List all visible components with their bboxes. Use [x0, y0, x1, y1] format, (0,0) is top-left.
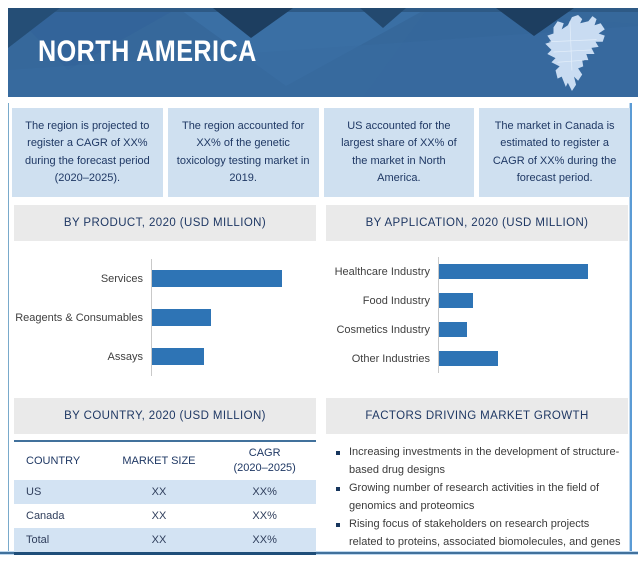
frame-right-border — [629, 103, 632, 553]
chart-label: Services — [100, 272, 143, 285]
page-title: NORTH AMERICA — [38, 35, 257, 68]
chart-row-healthcare: Healthcare Industry — [326, 257, 628, 286]
bullet-square-icon — [336, 487, 340, 492]
product-bar-chart: Services Reagents & Consumables Assays — [14, 259, 316, 376]
table-row-total: Total XX XX% — [14, 528, 316, 552]
chart-plot — [151, 337, 316, 376]
chart-plot — [438, 286, 628, 315]
cell-country: US — [26, 486, 42, 498]
highlight-cards-row: The region is projected to register a CA… — [12, 108, 630, 197]
cell-market-size: XX — [151, 510, 167, 522]
panel-by-application: BY APPLICATION, 2020 (USD MILLION) Healt… — [326, 205, 628, 373]
panel-header-by-application: BY APPLICATION, 2020 (USD MILLION) — [326, 205, 628, 241]
chart-plot — [438, 344, 628, 373]
cell-country: Canada — [26, 510, 65, 522]
chart-plot — [151, 259, 316, 298]
highlight-card-canada-cagr: The market in Canada is estimated to reg… — [479, 108, 630, 197]
panel-by-country: BY COUNTRY, 2020 (USD MILLION) COUNTRY M… — [14, 398, 316, 555]
north-america-map-icon — [545, 15, 605, 91]
bar-services — [152, 270, 282, 287]
chart-row-reagents-consumables: Reagents & Consumables — [14, 298, 316, 337]
highlight-card-cagr: The region is projected to register a CA… — [12, 108, 163, 197]
cell-cagr: XX% — [252, 509, 277, 522]
panel-factors: FACTORS DRIVING MARKET GROWTH Increasing… — [326, 398, 628, 553]
bar-food — [439, 293, 474, 308]
chart-label: Food Industry — [362, 294, 430, 307]
panel-header-by-product: BY PRODUCT, 2020 (USD MILLION) — [14, 205, 316, 241]
chart-plot — [151, 298, 316, 337]
country-table-header-row: COUNTRY MARKET SIZE CAGR (2020–2025) — [14, 442, 316, 480]
panel-by-product: BY PRODUCT, 2020 (USD MILLION) Services … — [14, 205, 316, 376]
chart-row-other-industries: Other Industries — [326, 344, 628, 373]
factor-text: Growing number of research activities in… — [349, 482, 600, 512]
highlight-card-us-share: US accounted for the largest share of XX… — [323, 108, 475, 197]
application-bar-chart: Healthcare Industry Food Industry Cosmet… — [326, 257, 628, 373]
factor-item: Rising focus of stakeholders on research… — [334, 516, 624, 551]
highlight-text: The market in Canada is estimated to reg… — [492, 120, 617, 184]
panel-header-factors: FACTORS DRIVING MARKET GROWTH — [326, 398, 628, 434]
panel-header-by-country: BY COUNTRY, 2020 (USD MILLION) — [14, 398, 316, 434]
chart-plot — [438, 257, 628, 286]
frame-left-border — [8, 103, 9, 553]
cell-market-size: XX — [151, 534, 167, 546]
bar-cosmetics — [439, 322, 468, 337]
highlight-card-region-share: The region accounted for XX% of the gene… — [167, 108, 319, 197]
table-row-us: US XX XX% — [14, 480, 316, 504]
bar-other-industries — [439, 351, 498, 366]
chart-label: Other Industries — [351, 352, 430, 365]
factor-item: Increasing investments in the developmen… — [334, 444, 624, 479]
highlight-text: The region accounted for XX% of the gene… — [176, 120, 310, 184]
chart-row-cosmetics: Cosmetics Industry — [326, 315, 628, 344]
cell-cagr: XX% — [252, 533, 277, 546]
bar-assays — [152, 348, 205, 365]
bullet-square-icon — [336, 451, 340, 455]
highlight-text: The region is projected to register a CA… — [25, 120, 150, 184]
table-row-canada: Canada XX XX% — [14, 504, 316, 528]
header-band: NORTH AMERICA — [8, 8, 638, 97]
bar-healthcare — [439, 264, 589, 279]
chart-label: Cosmetics Industry — [336, 323, 430, 336]
cagr-header-line1: CAGR — [248, 447, 281, 460]
chart-label: Assays — [107, 350, 143, 363]
chart-row-services: Services — [14, 259, 316, 298]
column-header-market-size: MARKET SIZE — [122, 455, 196, 467]
highlight-text: US accounted for the largest share of XX… — [341, 120, 457, 184]
chart-label: Healthcare Industry — [334, 265, 430, 278]
frame-bottom-border — [0, 551, 638, 555]
factor-text: Increasing investments in the developmen… — [349, 446, 620, 476]
bar-reagents-consumables — [152, 309, 212, 326]
chart-row-food: Food Industry — [326, 286, 628, 315]
factors-list: Increasing investments in the developmen… — [326, 444, 628, 552]
chart-row-assays: Assays — [14, 337, 316, 376]
chart-plot — [438, 315, 628, 344]
header-polygon-background — [8, 8, 638, 97]
column-header-cagr: CAGR (2020–2025) — [213, 446, 316, 476]
factor-item: Growing number of research activities in… — [334, 480, 624, 515]
country-table: COUNTRY MARKET SIZE CAGR (2020–2025) US … — [14, 440, 316, 555]
cagr-header-line2: (2020–2025) — [233, 462, 296, 474]
bullet-square-icon — [336, 523, 340, 528]
cell-market-size: XX — [151, 486, 167, 498]
column-header-country: COUNTRY — [26, 455, 81, 467]
chart-label: Reagents & Consumables — [15, 311, 143, 324]
factor-text: Rising focus of stakeholders on research… — [349, 518, 621, 548]
cell-country: Total — [26, 534, 50, 546]
cell-cagr: XX% — [252, 485, 277, 498]
